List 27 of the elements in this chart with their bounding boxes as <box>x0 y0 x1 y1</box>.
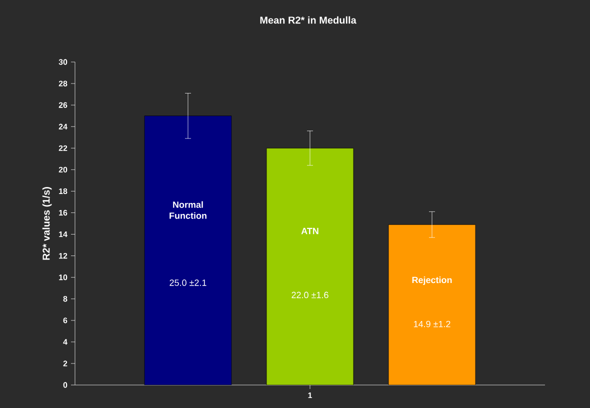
y-tick-label: 14 <box>59 232 68 238</box>
y-tick-label: 8 <box>63 296 68 302</box>
x-tick-label: 1 <box>308 392 312 398</box>
y-tick-label: 0 <box>63 382 68 388</box>
bar <box>144 116 232 385</box>
series-label: Rejection <box>412 276 452 285</box>
data-label: 14.9 ±1.2 <box>414 320 450 328</box>
data-label: 25.0 ±2.1 <box>170 280 206 286</box>
y-tick-label: 20 <box>58 166 68 172</box>
y-tick-label: 28 <box>58 80 68 86</box>
series-label: Normal Function <box>170 201 206 219</box>
y-tick-label: 4 <box>63 339 68 345</box>
y-tick-label: 10 <box>59 274 68 280</box>
y-tick-label: 2 <box>63 360 68 366</box>
y-tick-label: 12 <box>59 253 68 259</box>
y-tick-label: 30 <box>58 59 68 65</box>
data-label: 22.0 ±1.6 <box>292 292 328 298</box>
bar <box>266 148 354 385</box>
y-tick-label: 22 <box>58 145 68 151</box>
y-tick-label: 6 <box>63 318 68 324</box>
y-tick-label: 16 <box>59 210 68 216</box>
y-axis-title: R2* values (1/s) <box>42 187 52 260</box>
series-label: ATN <box>301 228 318 234</box>
chart-title: Mean R2* in Medulla <box>260 16 356 24</box>
y-tick-label: 24 <box>58 124 68 130</box>
y-tick-label: 18 <box>59 188 68 194</box>
y-tick-label: 26 <box>58 102 68 108</box>
